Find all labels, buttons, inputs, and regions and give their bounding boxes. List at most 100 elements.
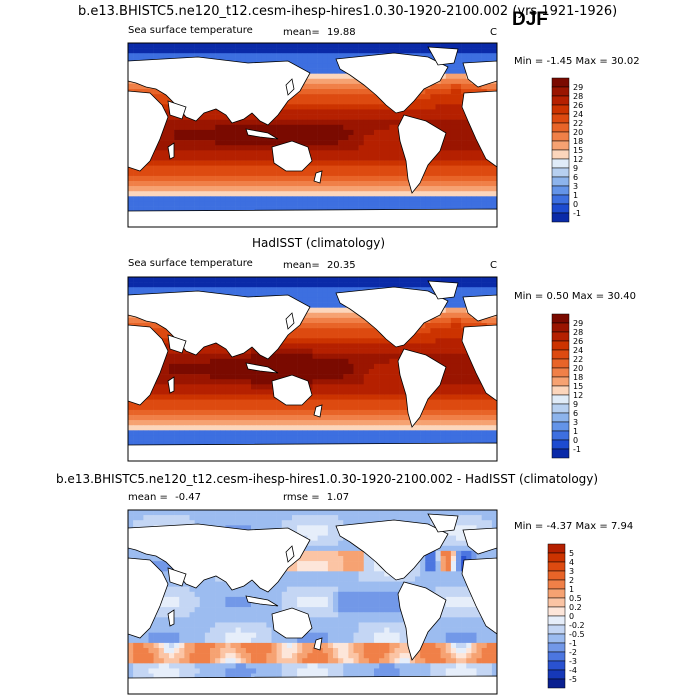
ocean-cell [297, 191, 303, 197]
ocean-cell [389, 191, 395, 197]
ocean-cell [322, 343, 329, 349]
ocean-cell [235, 165, 242, 172]
ocean-cell [194, 399, 201, 406]
ocean-cell [374, 124, 380, 131]
ocean-cell [368, 104, 375, 110]
ocean-cell [353, 135, 359, 141]
ocean-cell [158, 201, 165, 207]
ocean-cell [312, 160, 318, 166]
ocean-cell [409, 191, 416, 197]
ocean-cell [491, 170, 498, 177]
ocean-cell [445, 435, 452, 441]
ocean-cell [343, 430, 349, 436]
ocean-cell [271, 48, 277, 54]
ocean-cell [179, 175, 185, 182]
ocean-cell [230, 384, 236, 390]
ocean-cell [169, 170, 175, 177]
ocean-cell [435, 124, 441, 131]
ocean-cell [297, 282, 303, 288]
ocean-cell [353, 155, 359, 161]
ocean-cell [476, 53, 482, 59]
ocean-cell [158, 135, 165, 141]
ocean-cell [379, 155, 385, 161]
ocean-cell [317, 114, 324, 120]
ocean-cell [169, 160, 175, 166]
ocean-cell [322, 348, 329, 354]
ocean-cell [143, 399, 149, 406]
ocean-cell [215, 394, 221, 400]
ocean-cell [456, 150, 462, 156]
ocean-cell [235, 140, 242, 146]
ocean-cell [199, 53, 206, 59]
ocean-cell [327, 119, 334, 126]
ocean-cell [317, 119, 324, 126]
ocean-cell [215, 135, 221, 141]
ocean-cell [348, 196, 354, 202]
ocean-cell [271, 409, 277, 416]
ocean-cell [271, 435, 277, 441]
ocean-cell [302, 343, 308, 349]
ocean-cell [471, 435, 477, 441]
ocean-cell [348, 109, 354, 115]
ocean-cell [184, 277, 190, 283]
ocean-cell [327, 425, 334, 431]
ocean-cell [389, 420, 395, 426]
ocean-cell [179, 135, 185, 141]
ocean-cell [245, 287, 252, 293]
ocean-cell [174, 363, 180, 370]
ocean-cell [440, 379, 447, 385]
ocean-cell [245, 369, 252, 375]
ocean-cell [384, 129, 390, 136]
ocean-cell [235, 53, 242, 59]
ocean-cell [322, 43, 329, 49]
ocean-cell [266, 277, 272, 283]
ocean-cell [215, 175, 221, 182]
ocean-cell [143, 420, 149, 426]
ocean-cell [210, 440, 216, 446]
ocean-cell [276, 353, 283, 360]
ocean-cell [210, 384, 216, 390]
ocean-cell [245, 43, 252, 49]
ocean-cell [399, 191, 406, 197]
ocean-cell [169, 48, 175, 54]
ocean-cell [358, 165, 365, 172]
ocean-cell [491, 435, 498, 441]
ocean-cell [389, 160, 395, 166]
ocean-cell [240, 43, 247, 49]
ocean-cell [471, 186, 477, 192]
ocean-cell [235, 374, 242, 380]
ocean-cell [240, 425, 247, 431]
ocean-cell [440, 435, 447, 441]
ocean-cell [163, 104, 170, 110]
ocean-cell [445, 425, 452, 431]
ocean-cell [256, 150, 262, 156]
ocean-cell [450, 109, 457, 115]
ocean-cell [297, 430, 303, 436]
ocean-cell [445, 150, 452, 156]
ocean-cell [389, 140, 395, 146]
ocean-cell [476, 155, 482, 161]
ocean-cell [461, 312, 467, 319]
ocean-cell [486, 175, 493, 182]
ocean-cell [317, 394, 324, 400]
ocean-cell [220, 170, 226, 177]
ocean-cell [363, 348, 370, 354]
ocean-cell [261, 170, 267, 177]
ocean-cell [199, 435, 206, 441]
ocean-cell [276, 435, 283, 441]
ocean-cell [456, 338, 462, 344]
ocean-cell [348, 369, 354, 375]
ocean-cell [461, 430, 467, 436]
ocean-cell [466, 287, 472, 293]
ocean-cell [240, 119, 247, 126]
ocean-cell [158, 94, 165, 100]
ocean-cell [317, 384, 324, 390]
ocean-cell [235, 191, 242, 197]
ocean-cell [220, 181, 226, 187]
ocean-cell [445, 409, 452, 416]
ocean-cell [235, 409, 242, 416]
ocean-cell [256, 119, 262, 126]
ocean-cell [312, 358, 318, 365]
ocean-cell [220, 399, 226, 406]
ocean-cell [251, 282, 257, 288]
